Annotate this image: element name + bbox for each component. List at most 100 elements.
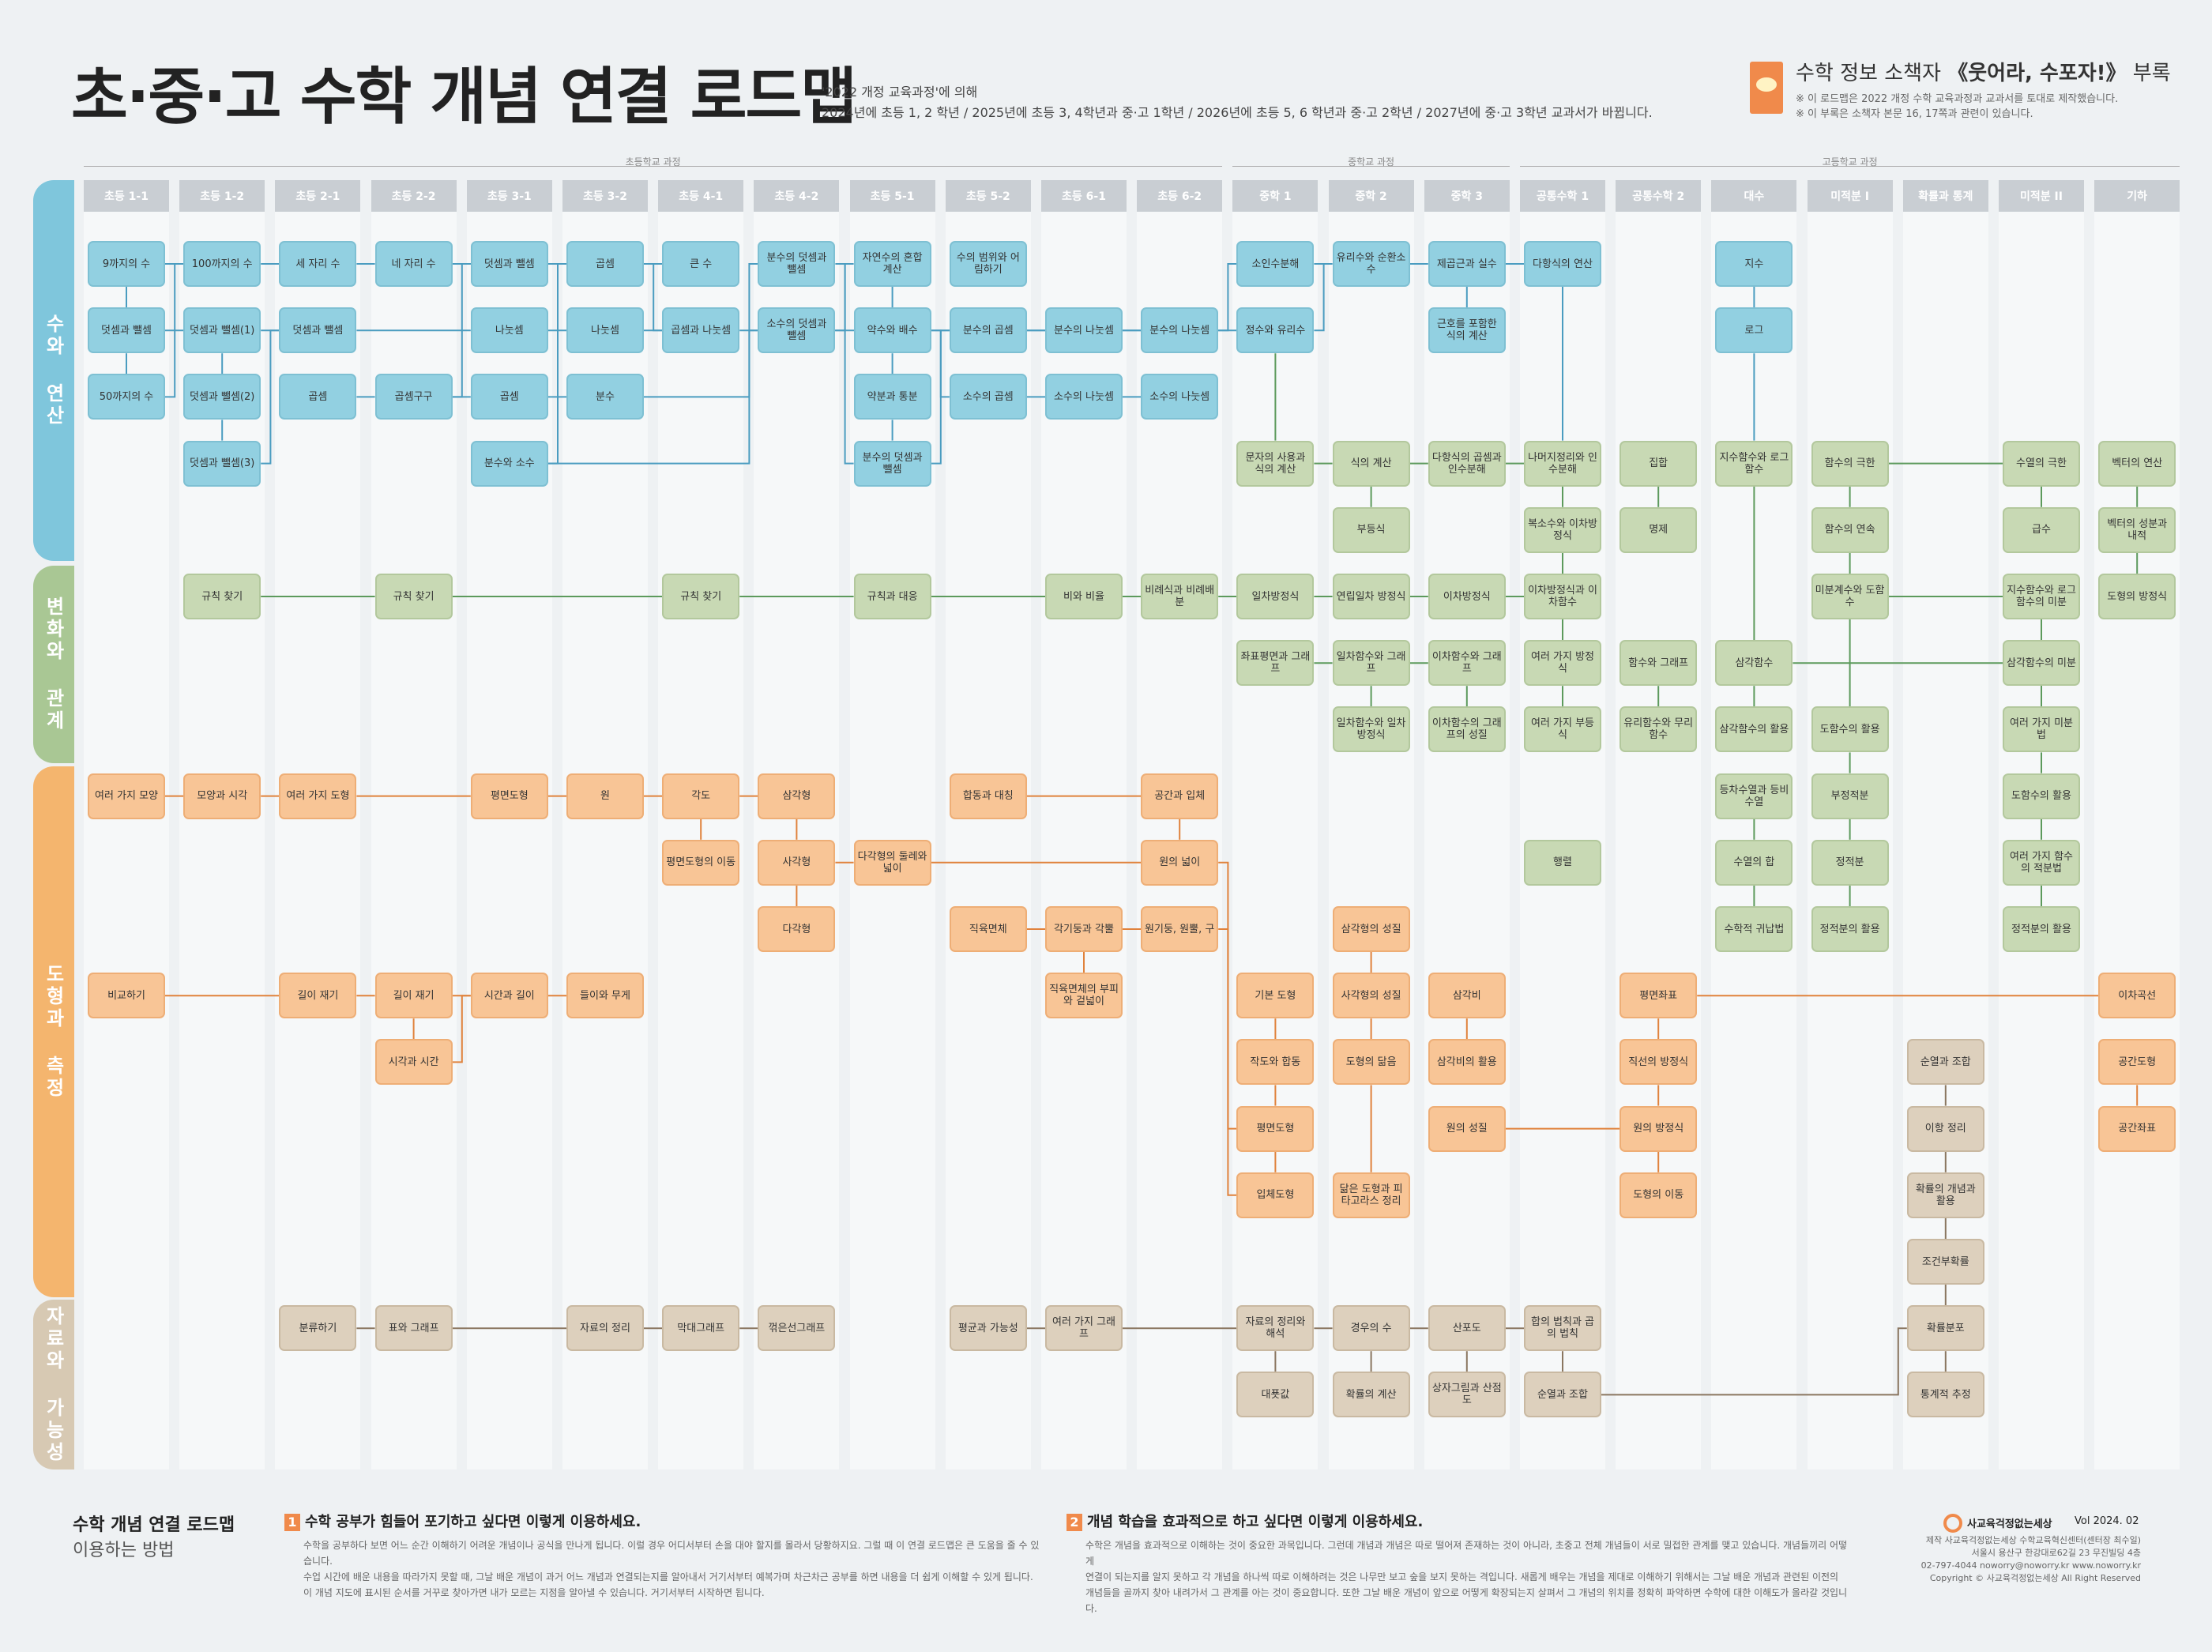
concept-node[interactable]: 확률의 계산 — [1332, 1372, 1410, 1418]
concept-node[interactable]: 입체도형 — [1236, 1172, 1315, 1218]
concept-node[interactable]: 유리함수와 무리함수 — [1620, 706, 1698, 753]
concept-node[interactable]: 직육면체의 부피와 겉넓이 — [1045, 973, 1123, 1019]
concept-node[interactable]: 곱셈 — [279, 374, 357, 420]
concept-node[interactable]: 도형의 닮음 — [1332, 1039, 1410, 1086]
concept-node[interactable]: 자료의 정리 — [566, 1305, 644, 1352]
concept-node[interactable]: 이차방정식과 이차함수 — [1524, 574, 1601, 619]
concept-node[interactable]: 규칙 찾기 — [662, 574, 740, 619]
concept-node[interactable]: 자연수의 혼합 계산 — [853, 241, 931, 287]
concept-node[interactable]: 소수의 나눗셈 — [1141, 374, 1219, 420]
concept-node[interactable]: 벡터의 연산 — [2098, 440, 2176, 487]
concept-node[interactable]: 분수의 덧셈과 뺄셈 — [853, 440, 931, 487]
concept-node[interactable]: 이항 정리 — [1906, 1105, 1984, 1152]
concept-node[interactable]: 길이 재기 — [279, 973, 357, 1019]
concept-node[interactable]: 덧셈과 뺄셈 — [88, 307, 165, 354]
concept-node[interactable]: 직선의 방정식 — [1620, 1039, 1698, 1086]
concept-node[interactable]: 원의 방정식 — [1620, 1105, 1698, 1152]
concept-node[interactable]: 덧셈과 뺄셈(3) — [183, 440, 261, 487]
concept-node[interactable]: 수학적 귀납법 — [1715, 906, 1793, 952]
concept-node[interactable]: 분수의 나눗셈 — [1141, 307, 1219, 354]
concept-node[interactable]: 지수 — [1715, 241, 1793, 287]
concept-node[interactable]: 제곱근과 실수 — [1428, 241, 1506, 287]
concept-node[interactable]: 도형의 이동 — [1620, 1172, 1698, 1218]
concept-node[interactable]: 함수의 극한 — [1811, 440, 1889, 487]
concept-node[interactable]: 공간과 입체 — [1141, 773, 1219, 819]
concept-node[interactable]: 자료의 정리와 해석 — [1236, 1305, 1315, 1352]
concept-node[interactable]: 여러 가지 함수의 적분법 — [2003, 839, 2080, 886]
concept-node[interactable]: 소인수분해 — [1236, 241, 1315, 287]
concept-node[interactable]: 덧셈과 뺄셈 — [470, 241, 548, 287]
concept-node[interactable]: 도형의 방정식 — [2098, 574, 2176, 619]
concept-node[interactable]: 비교하기 — [88, 973, 165, 1019]
concept-node[interactable]: 삼각형의 성질 — [1332, 906, 1410, 952]
concept-node[interactable]: 합의 법칙과 곱의 법칙 — [1524, 1305, 1601, 1352]
concept-node[interactable]: 길이 재기 — [374, 973, 453, 1019]
concept-node[interactable]: 평면도형 — [1236, 1105, 1315, 1152]
concept-node[interactable]: 지수함수와 로그함수 — [1715, 440, 1793, 487]
concept-node[interactable]: 삼각형 — [758, 773, 836, 819]
concept-node[interactable]: 다항식의 연산 — [1524, 241, 1601, 287]
concept-node[interactable]: 평면도형 — [470, 773, 548, 819]
concept-node[interactable]: 규칙 찾기 — [183, 574, 261, 619]
concept-node[interactable]: 일차함수와 일차방정식 — [1332, 706, 1410, 753]
concept-node[interactable]: 비례식과 비례배분 — [1141, 574, 1219, 619]
concept-node[interactable]: 평면도형의 이동 — [662, 839, 740, 886]
concept-node[interactable]: 닮은 도형과 피타고라스 정리 — [1332, 1172, 1410, 1218]
concept-node[interactable]: 나눗셈 — [470, 307, 548, 354]
concept-node[interactable]: 덧셈과 뺄셈(1) — [183, 307, 261, 354]
concept-node[interactable]: 근호를 포함한 식의 계산 — [1428, 307, 1506, 354]
concept-node[interactable]: 곱셈 — [470, 374, 548, 420]
concept-node[interactable]: 수열의 합 — [1715, 839, 1793, 886]
concept-node[interactable]: 평면좌표 — [1620, 973, 1698, 1019]
concept-node[interactable]: 확률분포 — [1906, 1305, 1984, 1352]
concept-node[interactable]: 분류하기 — [279, 1305, 357, 1352]
concept-node[interactable]: 정수와 유리수 — [1236, 307, 1315, 354]
concept-node[interactable]: 시각과 시간 — [374, 1039, 453, 1086]
concept-node[interactable]: 삼각함수 — [1715, 640, 1793, 687]
concept-node[interactable]: 원의 넓이 — [1141, 839, 1219, 886]
concept-node[interactable]: 곱셈구구 — [374, 374, 453, 420]
concept-node[interactable]: 곱셈과 나눗셈 — [662, 307, 740, 354]
concept-node[interactable]: 지수함수와 로그함수의 미분 — [2003, 574, 2080, 619]
concept-node[interactable]: 이차함수의 그래프의 성질 — [1428, 706, 1506, 753]
concept-node[interactable]: 약수와 배수 — [853, 307, 931, 354]
concept-node[interactable]: 미분계수와 도함수 — [1811, 574, 1889, 619]
concept-node[interactable]: 이차곡선 — [2098, 973, 2176, 1019]
concept-node[interactable]: 큰 수 — [662, 241, 740, 287]
concept-node[interactable]: 여러 가지 모양 — [88, 773, 165, 819]
concept-node[interactable]: 비와 비율 — [1045, 574, 1123, 619]
concept-node[interactable]: 공간도형 — [2098, 1039, 2176, 1086]
concept-node[interactable]: 좌표평면과 그래프 — [1236, 640, 1315, 687]
concept-node[interactable]: 정적분의 활용 — [2003, 906, 2080, 952]
concept-node[interactable]: 명제 — [1620, 506, 1698, 553]
concept-node[interactable]: 소수의 나눗셈 — [1045, 374, 1123, 420]
concept-node[interactable]: 삼각함수의 활용 — [1715, 706, 1793, 753]
concept-node[interactable]: 벡터의 성분과 내적 — [2098, 506, 2176, 553]
concept-node[interactable]: 분수와 소수 — [470, 440, 548, 487]
concept-node[interactable]: 행렬 — [1524, 839, 1601, 886]
concept-node[interactable]: 소수의 곱셈 — [949, 374, 1027, 420]
concept-node[interactable]: 확률의 개념과 활용 — [1906, 1172, 1984, 1218]
concept-node[interactable]: 여러 가지 도형 — [279, 773, 357, 819]
concept-node[interactable]: 사각형의 성질 — [1332, 973, 1410, 1019]
concept-node[interactable]: 일차함수와 그래프 — [1332, 640, 1410, 687]
concept-node[interactable]: 유리수와 순환소수 — [1332, 241, 1410, 287]
concept-node[interactable]: 연립일차 방정식 — [1332, 574, 1410, 619]
concept-node[interactable]: 도함수의 활용 — [2003, 773, 2080, 819]
concept-node[interactable]: 이차함수와 그래프 — [1428, 640, 1506, 687]
concept-node[interactable]: 여러 가지 미분법 — [2003, 706, 2080, 753]
concept-node[interactable]: 규칙과 대응 — [853, 574, 931, 619]
concept-node[interactable]: 분수의 곱셈 — [949, 307, 1027, 354]
concept-node[interactable]: 이차방정식 — [1428, 574, 1506, 619]
concept-node[interactable]: 나눗셈 — [566, 307, 644, 354]
concept-node[interactable]: 9까지의 수 — [88, 241, 165, 287]
concept-node[interactable]: 부등식 — [1332, 506, 1410, 553]
concept-node[interactable]: 소수의 덧셈과 뺄셈 — [758, 307, 836, 354]
concept-node[interactable]: 수의 범위와 어림하기 — [949, 241, 1027, 287]
concept-node[interactable]: 각기둥과 각뿔 — [1045, 906, 1123, 952]
concept-node[interactable]: 막대그래프 — [662, 1305, 740, 1352]
concept-node[interactable]: 곱셈 — [566, 241, 644, 287]
concept-node[interactable]: 식의 계산 — [1332, 440, 1410, 487]
concept-node[interactable]: 사각형 — [758, 839, 836, 886]
concept-node[interactable]: 문자의 사용과 식의 계산 — [1236, 440, 1315, 487]
